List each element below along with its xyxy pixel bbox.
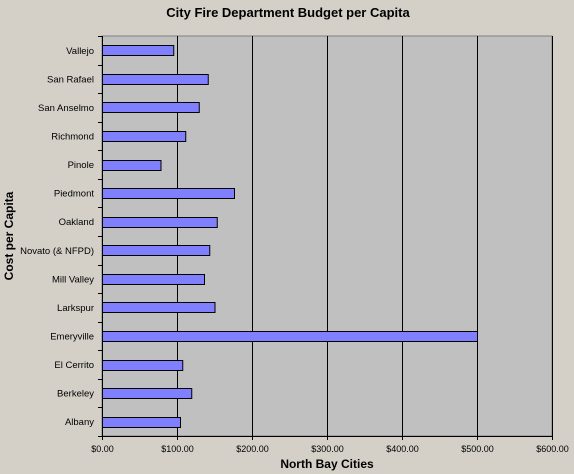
bar-pinole [102, 160, 162, 171]
x-tick-label-6: $600.00 [536, 444, 569, 454]
bar-vallejo [102, 45, 175, 56]
bar-richmond [102, 131, 187, 142]
category-label-9: Larkspur [57, 303, 94, 314]
category-label-5: Piedmont [54, 189, 94, 200]
y-axis-title: Cost per Capita [2, 191, 16, 280]
bar-san-rafael [102, 74, 209, 85]
bar-oakland [102, 217, 218, 228]
x-axis-title: North Bay Cities [280, 457, 374, 471]
chart-title: City Fire Department Budget per Capita [166, 5, 410, 20]
x-tick-label-1: $100.00 [161, 444, 194, 454]
bar-mill-valley [102, 274, 205, 285]
x-tick-label-5: $500.00 [461, 444, 494, 454]
category-label-6: Oakland [59, 217, 94, 228]
category-label-7: Novato (& NFPD) [20, 246, 94, 257]
category-label-1: San Rafael [47, 74, 94, 85]
x-tick-label-4: $400.00 [386, 444, 419, 454]
bar-el-cerrito [102, 360, 184, 371]
category-label-0: Vallejo [66, 46, 94, 57]
category-label-4: Pinole [68, 160, 94, 171]
x-tick-label-2: $200.00 [236, 444, 269, 454]
x-tick-label-0: $0.00 [91, 444, 114, 454]
category-label-2: San Anselmo [38, 103, 94, 114]
bar-berkeley [102, 388, 193, 399]
category-label-8: Mill Valley [52, 274, 94, 285]
category-label-10: Emeryville [50, 332, 94, 343]
bar-albany [102, 417, 181, 428]
category-label-12: Berkeley [57, 389, 94, 400]
bar-emeryville [102, 331, 478, 342]
category-label-13: Albany [65, 417, 94, 428]
bar-san-anselmo [102, 102, 200, 113]
bar-piedmont [102, 188, 235, 199]
bar-larkspur [102, 302, 216, 313]
bar-novato-nfpd [102, 245, 211, 256]
category-label-11: El Cerrito [54, 360, 94, 371]
plot-area: $0.00 $100.00 $200.00 $300.00 $400.00 $500.00… [20, 35, 569, 454]
x-tick-label-3: $300.00 [311, 444, 344, 454]
category-label-3: Richmond [51, 132, 94, 143]
